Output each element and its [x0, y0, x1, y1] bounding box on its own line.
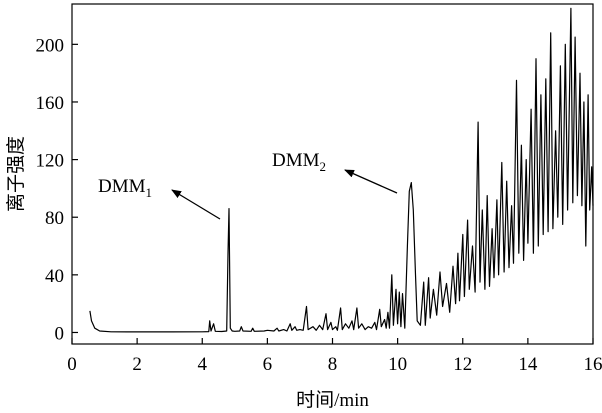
- y-tick-label: 120: [36, 151, 65, 172]
- x-tick-label: 2: [132, 354, 142, 375]
- peak-annotation-label: DMM2: [272, 150, 326, 174]
- x-tick-label: 8: [328, 354, 338, 375]
- x-axis-label: 时间/min: [296, 389, 369, 411]
- x-tick-label: 6: [263, 354, 273, 375]
- x-tick-label: 16: [584, 354, 602, 375]
- y-tick-label: 40: [45, 266, 64, 287]
- y-axis-label: 离子强度: [5, 136, 27, 212]
- y-tick-label: 80: [45, 208, 64, 229]
- y-tick-label: 0: [55, 323, 65, 344]
- peak-annotations: DMM1 DMM2: [98, 150, 398, 220]
- annotation-arrow: [171, 189, 221, 220]
- y-axis-ticks: 0 40 80 120 160 200: [36, 35, 78, 344]
- x-axis-ticks: 0 2 4 6 8 10 12 14 16: [67, 338, 602, 375]
- x-tick-label: 14: [518, 354, 538, 375]
- plot-frame: [71, 3, 594, 345]
- x-tick-label: 12: [453, 354, 472, 375]
- x-tick-label: 10: [388, 354, 407, 375]
- chromatogram-line: [89, 7, 594, 333]
- x-tick-label: 4: [198, 354, 208, 375]
- peak-annotation-subscript: 1: [146, 185, 153, 200]
- peak-annotation-label: DMM1: [98, 176, 152, 200]
- x-tick-label: 0: [67, 354, 77, 375]
- y-tick-label: 200: [36, 35, 65, 56]
- y-tick-label: 160: [36, 93, 65, 114]
- peak-annotation-subscript: 2: [320, 159, 327, 174]
- annotation-arrow: [344, 169, 398, 194]
